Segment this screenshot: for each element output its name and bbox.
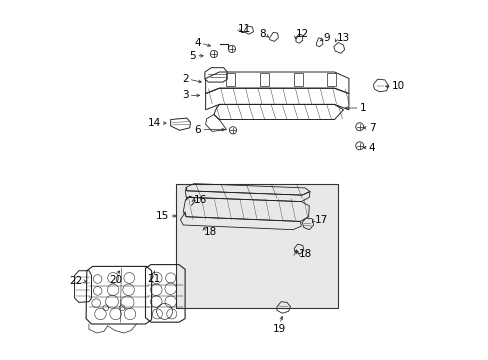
Text: 18: 18 bbox=[204, 227, 217, 237]
Text: 6: 6 bbox=[194, 125, 201, 135]
Bar bbox=[176, 184, 337, 308]
Text: 4: 4 bbox=[194, 38, 200, 48]
Text: 9: 9 bbox=[323, 33, 330, 43]
Text: 15: 15 bbox=[155, 211, 168, 221]
Text: 14: 14 bbox=[147, 118, 161, 128]
Text: 4: 4 bbox=[368, 143, 375, 153]
Text: 18: 18 bbox=[298, 249, 311, 259]
Text: 16: 16 bbox=[194, 195, 207, 205]
Text: 19: 19 bbox=[273, 324, 286, 334]
Text: 5: 5 bbox=[189, 51, 196, 61]
Text: 10: 10 bbox=[391, 81, 405, 91]
Text: 17: 17 bbox=[314, 215, 327, 225]
Text: 20: 20 bbox=[109, 275, 122, 285]
Text: 12: 12 bbox=[295, 29, 308, 39]
Text: 21: 21 bbox=[147, 274, 160, 284]
Text: 22: 22 bbox=[69, 276, 82, 286]
Text: 13: 13 bbox=[336, 33, 349, 43]
Text: 8: 8 bbox=[258, 29, 265, 39]
Text: 7: 7 bbox=[368, 123, 375, 133]
Text: 11: 11 bbox=[238, 24, 251, 34]
Text: 3: 3 bbox=[182, 90, 188, 100]
Text: 2: 2 bbox=[182, 74, 188, 84]
Text: 1: 1 bbox=[359, 103, 366, 113]
